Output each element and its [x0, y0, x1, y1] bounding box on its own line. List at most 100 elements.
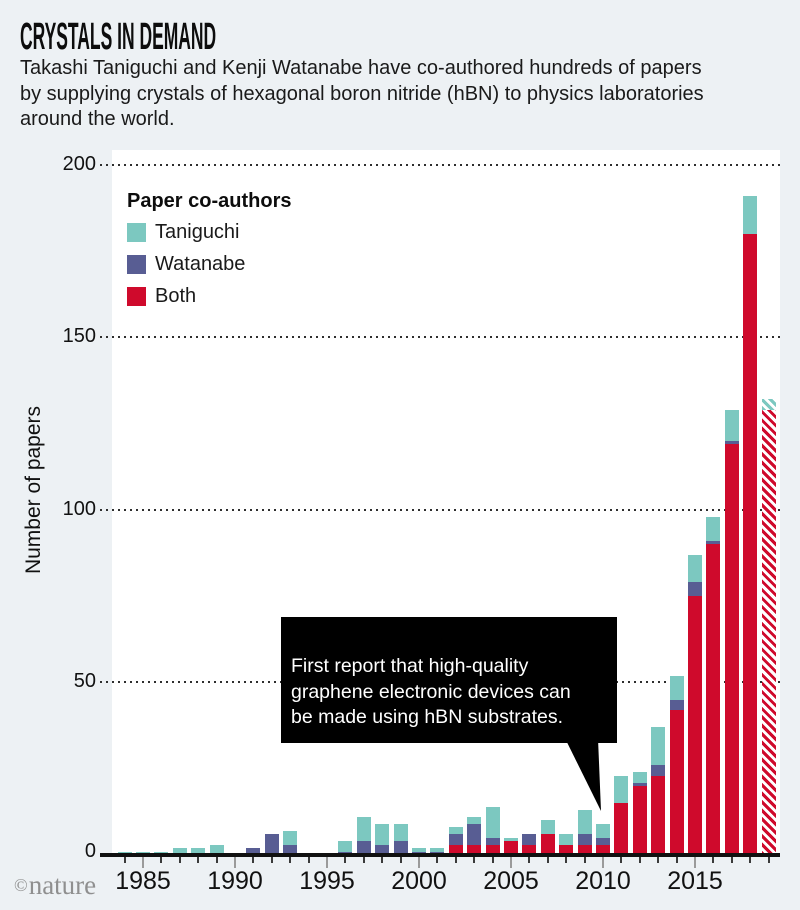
x-tick-2015 — [694, 857, 696, 868]
x-axis-line — [100, 853, 780, 857]
bar-1997 — [356, 817, 371, 855]
bar-2002 — [448, 827, 463, 855]
bar-segment-both-2017 — [724, 444, 739, 855]
x-tick-2019 — [767, 857, 770, 863]
bar-2003 — [467, 817, 482, 855]
x-tick-1995 — [326, 857, 328, 868]
x-tick-1985 — [142, 857, 144, 868]
bar-1993 — [283, 830, 298, 855]
bar-segment-both-2008 — [559, 844, 574, 855]
bar-segment-watanabe-2003 — [467, 823, 482, 845]
x-label-2005: 2005 — [483, 867, 539, 895]
x-label-1985: 1985 — [115, 867, 171, 895]
bar-segment-taniguchi-2003 — [467, 817, 482, 824]
bar-segment-watanabe-2002 — [448, 834, 463, 845]
x-tick-2016 — [712, 857, 715, 863]
bar-2019 — [761, 399, 776, 855]
bar-segment-watanabe-2017 — [724, 440, 739, 445]
bar-1989 — [209, 844, 224, 855]
x-tick-1989 — [215, 857, 218, 863]
annotation-box: First report that high-quality graphene … — [281, 617, 617, 744]
legend-title: Paper co-authors — [127, 190, 292, 212]
x-label-1990: 1990 — [207, 867, 263, 895]
bar-segment-taniguchi-2009 — [577, 810, 592, 835]
x-tick-1986 — [160, 857, 163, 863]
x-tick-2012 — [638, 857, 641, 863]
x-tick-2009 — [583, 857, 586, 863]
copyright-icon: © — [14, 875, 28, 895]
x-tick-1988 — [197, 857, 200, 863]
x-tick-2018 — [749, 857, 752, 863]
x-tick-1994 — [307, 857, 310, 863]
legend-item-watanabe: Watanabe — [127, 252, 291, 275]
bar-segment-both-2014 — [669, 710, 684, 855]
bar-segment-both-2018 — [743, 233, 758, 855]
bar-segment-both-2009 — [577, 844, 592, 855]
bar-segment-both-2004 — [485, 844, 500, 855]
bar-segment-taniguchi-2012 — [632, 772, 647, 783]
bar-2016 — [706, 516, 721, 855]
y-tick-150: 150 — [62, 325, 96, 348]
x-tick-1987 — [178, 857, 181, 863]
bar-segment-taniguchi-2008 — [559, 834, 574, 845]
bar-segment-watanabe-2015 — [688, 582, 702, 597]
bar-segment-watanabe-1998 — [375, 844, 390, 855]
bar-2018 — [743, 195, 758, 855]
bar-segment-both-2005 — [504, 841, 518, 855]
bar-1998 — [375, 823, 390, 855]
x-tick-2011 — [620, 857, 623, 863]
bar-1988 — [191, 848, 206, 855]
x-label-2010: 2010 — [575, 867, 631, 895]
bar-2015 — [688, 554, 702, 855]
y-tick-50: 50 — [73, 670, 96, 693]
chart-subtitle: Takashi Taniguchi and Kenji Watanabe hav… — [20, 57, 704, 131]
bar-segment-taniguchi-1996 — [338, 841, 353, 852]
bar-segment-taniguchi-2010 — [596, 823, 610, 838]
gridline-100 — [100, 508, 780, 511]
x-tick-2013 — [657, 857, 660, 863]
legend-item-taniguchi: Taniguchi — [127, 221, 291, 243]
bar-segment-taniguchi-1987 — [172, 848, 187, 855]
x-tick-2003 — [473, 857, 476, 863]
legend-label: Watanabe — [155, 252, 246, 275]
x-label-1995: 1995 — [299, 867, 355, 895]
bar-segment-watanabe-2012 — [632, 782, 647, 786]
legend-label: Both — [155, 284, 197, 307]
bar-segment-both-2010 — [596, 844, 610, 855]
bar-2011 — [614, 775, 629, 855]
bar-segment-taniguchi-1998 — [375, 823, 390, 845]
legend: Paper co-authors Taniguchi Watanabe Both — [127, 190, 291, 318]
x-tick-1984 — [123, 857, 126, 863]
x-tick-1990 — [234, 857, 236, 868]
gridline-150 — [100, 336, 780, 339]
x-tick-2002 — [454, 857, 457, 863]
x-tick-2001 — [436, 857, 439, 863]
bar-segment-taniguchi-2014 — [669, 675, 684, 700]
bar-2010 — [596, 823, 610, 855]
bar-segment-both-2002 — [448, 844, 463, 855]
legend-item-both: Both — [127, 284, 291, 307]
bar-segment-taniguchi-1997 — [356, 817, 371, 842]
watanabe-swatch-icon — [127, 254, 146, 274]
bar-segment-watanabe-1992 — [264, 834, 279, 855]
bar-segment-both-2007 — [540, 834, 555, 855]
bar-segment-both-2003 — [467, 844, 482, 855]
bar-2012 — [632, 772, 647, 855]
bar-segment-watanabe-1991 — [246, 848, 261, 855]
x-tick-2007 — [546, 857, 549, 863]
x-tick-2000 — [418, 857, 420, 868]
x-tick-1997 — [362, 857, 365, 863]
bar-segment-both-2012 — [632, 785, 647, 855]
bar-2008 — [559, 834, 574, 855]
bar-segment-taniguchi-2001 — [430, 848, 445, 852]
bar-segment-both-2013 — [651, 775, 666, 855]
bar-segment-both-2015 — [688, 596, 702, 855]
gridline-200 — [100, 163, 780, 166]
bar-1987 — [172, 848, 187, 855]
credit-text: nature — [28, 870, 97, 900]
chart-title: CRYSTALS IN DEMAND — [20, 16, 217, 58]
both-swatch-icon — [127, 286, 146, 306]
bar-segment-taniguchi-2005 — [504, 837, 518, 842]
bar-segment-taniguchi-2015 — [688, 554, 702, 583]
bar-2004 — [485, 806, 500, 855]
